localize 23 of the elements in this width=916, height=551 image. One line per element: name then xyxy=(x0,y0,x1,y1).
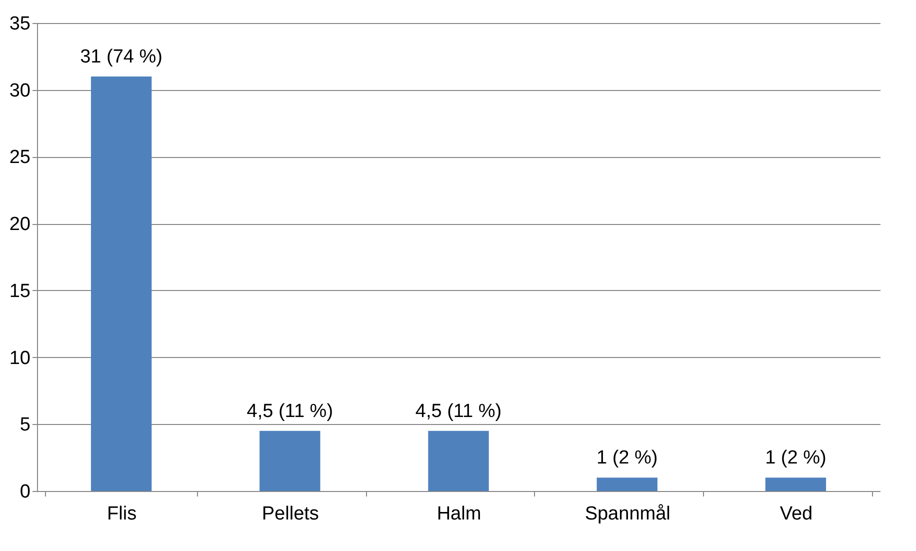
data-label: 1 (2 %) xyxy=(596,448,658,469)
data-label: 1 (2 %) xyxy=(765,448,826,469)
y-tick-label: 5 xyxy=(20,414,30,436)
bar xyxy=(428,430,489,491)
x-tick-label: Spannmål xyxy=(584,504,670,524)
y-tick-label: 10 xyxy=(9,348,30,369)
x-tick-label: Ved xyxy=(780,504,813,524)
y-tick-label: 30 xyxy=(9,80,30,102)
bar xyxy=(90,76,152,491)
bar xyxy=(260,430,320,491)
y-tick-label: 35 xyxy=(9,14,30,34)
x-tick-label: Flis xyxy=(107,504,137,524)
y-tick-label: 15 xyxy=(9,280,30,302)
data-label: 4,5 (11 %) xyxy=(246,400,334,422)
y-tick-label: 0 xyxy=(20,482,30,502)
data-label: 31 (74 %) xyxy=(80,46,162,68)
bar xyxy=(765,478,826,491)
bar xyxy=(596,478,658,491)
data-label: 4,5 (11 %) xyxy=(415,400,502,422)
x-tick-label: Halm xyxy=(436,504,482,524)
x-tick-label: Pellets xyxy=(262,504,319,524)
y-tick-label: 25 xyxy=(9,147,30,168)
y-tick-label: 20 xyxy=(9,214,30,236)
